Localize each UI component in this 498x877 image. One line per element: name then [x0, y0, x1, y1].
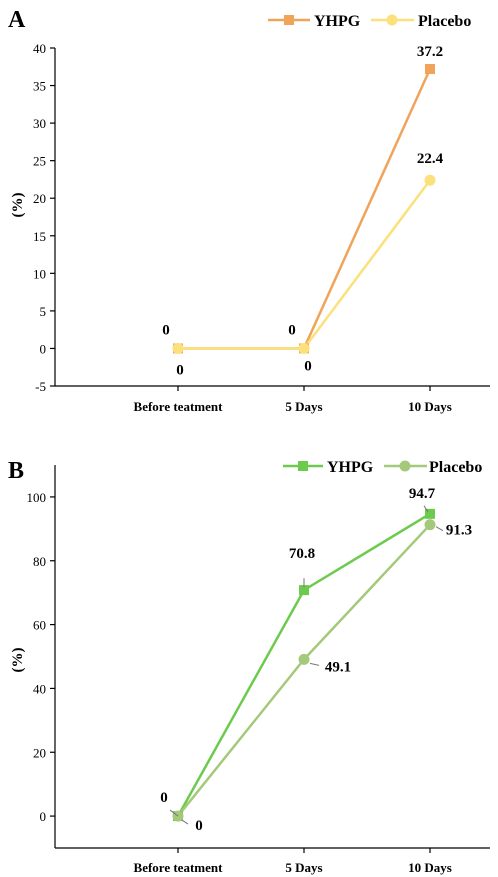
series-line-placebo [177, 523, 431, 817]
y-tick-label: 80 [33, 554, 46, 569]
data-label-yhpg: 0 [162, 322, 170, 338]
data-label-leader [169, 809, 179, 817]
y-tick-label: 20 [33, 191, 46, 206]
legend-marker [298, 461, 308, 471]
data-label-placebo: 0 [176, 362, 184, 378]
panel-label: B [8, 458, 24, 484]
legend-item-yhpg: YHPG [283, 459, 374, 476]
legend-item-placebo: Placebo [371, 13, 471, 30]
y-tick-label: 35 [33, 79, 46, 94]
data-label-placebo: 49.1 [325, 659, 351, 675]
y-tick-label: 25 [33, 154, 46, 169]
y-tick-label: 0 [40, 341, 47, 356]
data-label-placebo: 22.4 [417, 151, 444, 167]
x-tick-label: Before teatment [134, 860, 224, 875]
x-tick-label: 5 Days [285, 860, 322, 875]
data-label-leader [423, 505, 429, 513]
y-axis-label: (%) [10, 648, 26, 673]
data-point-placebo [424, 174, 436, 186]
legend-label: YHPG [327, 459, 374, 476]
data-label-yhpg: 37.2 [417, 44, 443, 60]
data-label-yhpg: 94.7 [409, 486, 436, 502]
y-tick-label: 60 [33, 618, 46, 633]
series-line-placebo [178, 179, 432, 350]
y-tick-label: 100 [27, 490, 47, 505]
y-tick-label: 0 [40, 809, 47, 824]
y-tick-label: 30 [33, 116, 46, 131]
legend-item-placebo: Placebo [384, 459, 482, 476]
x-tick-label: 10 Days [408, 399, 452, 414]
data-point-placebo [298, 653, 310, 665]
legend-label: Placebo [429, 459, 482, 476]
data-point-yhpg [299, 585, 309, 596]
y-tick-label: 40 [33, 681, 46, 696]
data-point-placebo [172, 342, 184, 354]
data-label-yhpg: 0 [288, 322, 296, 338]
y-tick-label: -5 [35, 379, 46, 394]
data-point-placebo [424, 519, 436, 531]
chart-panel-b: B 0 20 40 60 80 100 (%) Before teatment 5 Days 10 … [8, 458, 490, 875]
y-tick-label: 20 [33, 745, 46, 760]
legend-marker [284, 15, 294, 25]
x-tick-label: 5 Days [285, 399, 322, 414]
legend-item-yhpg: YHPG [268, 13, 361, 30]
legend-label: Placebo [418, 13, 471, 30]
series-line-yhpg [178, 68, 432, 350]
data-point-placebo [298, 342, 310, 354]
x-tick-label: 10 Days [408, 860, 452, 875]
y-tick-label: 40 [33, 41, 46, 56]
data-label-leader [435, 526, 444, 532]
legend-label: YHPG [314, 13, 361, 30]
y-axis-label: (%) [10, 193, 26, 218]
y-tick-label: 10 [33, 266, 46, 281]
y-tick-label: 15 [33, 229, 46, 244]
data-label-leader [181, 819, 189, 825]
panel-label: A [8, 7, 26, 33]
y-tick-label: 5 [40, 304, 47, 319]
data-point-yhpg [425, 508, 435, 519]
x-tick-label: Before teatment [134, 399, 224, 414]
chart-panel-a: A -5 0 5 10 15 20 25 30 35 40 (%) Before teatment 5 D… [8, 7, 490, 414]
legend-marker [386, 14, 398, 26]
data-label-yhpg: 70.8 [289, 546, 315, 562]
data-label-yhpg: 0 [160, 790, 168, 806]
data-label-leader [309, 662, 320, 666]
data-point-yhpg [425, 64, 435, 75]
data-label-placebo: 0 [304, 358, 312, 374]
data-label-placebo: 0 [195, 818, 203, 834]
data-label-placebo: 91.3 [446, 523, 472, 539]
legend-marker [399, 460, 411, 472]
